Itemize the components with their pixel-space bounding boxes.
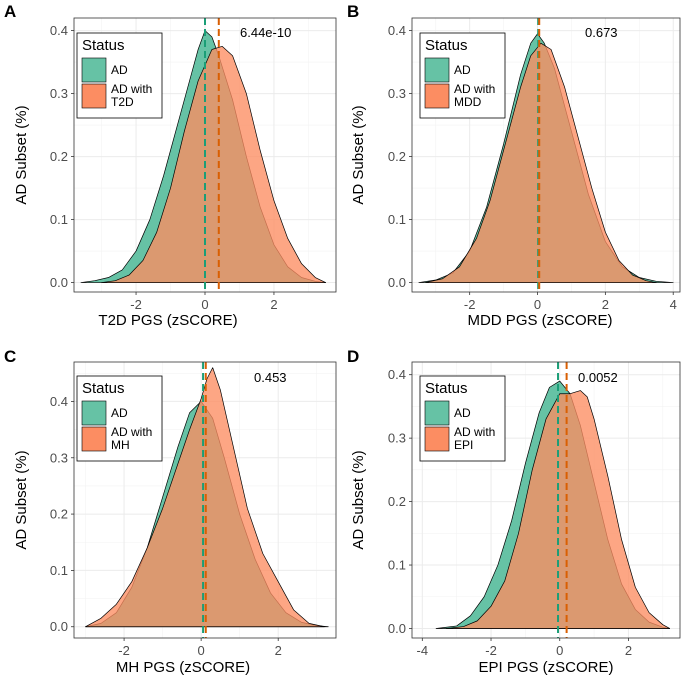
y-axis-title: AD Subset (%) (13, 105, 30, 204)
y-tick-label: 0.1 (50, 212, 68, 227)
y-tick-label: 0.3 (388, 431, 406, 446)
legend-title: Status (82, 380, 125, 397)
y-tick-label: 0.2 (50, 149, 68, 164)
panel-border (411, 361, 681, 639)
panel-border (411, 17, 681, 293)
x-axis-title: EPI PGS (zSCORE) (478, 659, 613, 676)
y-axis-title: AD Subset (%) (350, 450, 367, 549)
legend-key-ad (424, 57, 450, 83)
y-tick-label: 0.3 (50, 86, 68, 101)
y-tick-label: 0.2 (388, 149, 406, 164)
x-axis-title: T2D PGS (zSCORE) (98, 312, 237, 329)
x-tick-label: -2 (485, 643, 497, 658)
panel-c: -2 0 2 0.0 0.1 0.2 0.3 0.4 MH PGS (zSCORE) AD Sub… (4, 347, 337, 676)
legend-label: AD (111, 63, 128, 77)
legend-title: Status (425, 380, 468, 397)
panel-border (73, 361, 337, 639)
x-tick-label: -2 (130, 297, 142, 312)
legend-key-ad-with-comorbidity (81, 426, 107, 452)
x-tick-label: 2 (625, 643, 632, 658)
x-tick-label: -2 (464, 297, 476, 312)
x-tick-label: 0 (556, 643, 563, 658)
density-ad-with-comorbidity-panel-b (425, 42, 657, 283)
y-tick-label: 0.0 (388, 621, 406, 636)
panel-tag: C (4, 347, 16, 366)
x-tick-label: 0 (201, 297, 208, 312)
legend-label: AD with (111, 82, 152, 96)
y-tick-label: 0.1 (388, 558, 406, 573)
y-tick-label: 0.4 (50, 394, 68, 409)
p-value-label: 0.673 (585, 25, 618, 40)
legend-key-ad (81, 57, 107, 83)
y-tick-label: 0.2 (50, 507, 68, 522)
y-axis-title: AD Subset (%) (13, 450, 30, 549)
legend-label: AD (454, 63, 471, 77)
panel-tag: A (4, 2, 16, 21)
legend-label: AD with (454, 82, 495, 96)
x-tick-label: 4 (670, 297, 677, 312)
p-value-label: 0.0052 (578, 370, 618, 385)
y-tick-label: 0.3 (50, 450, 68, 465)
legend-label: MH (111, 438, 130, 452)
y-tick-label: 0.3 (388, 86, 406, 101)
legend-key-ad-with-comorbidity (424, 83, 450, 109)
density-ad-with-comorbidity-panel-a (101, 45, 327, 283)
x-tick-label: 2 (270, 297, 277, 312)
x-tick-label: 0 (534, 297, 541, 312)
x-tick-label: -2 (118, 643, 130, 658)
x-tick-label: 2 (275, 643, 282, 658)
legend-label: T2D (111, 95, 134, 109)
p-value-label: 6.44e-10 (240, 25, 291, 40)
x-tick-label: -4 (417, 643, 429, 658)
p-value-label: 0.453 (254, 370, 287, 385)
y-tick-label: 0.4 (388, 367, 406, 382)
x-tick-label: 2 (602, 297, 609, 312)
y-tick-label: 0.0 (50, 275, 68, 290)
panel-a: -2 0 2 0.0 0.1 0.2 0.3 0.4 T2D PGS (zSCORE) AD Su… (4, 2, 337, 329)
y-tick-label: 0.1 (388, 212, 406, 227)
panel-b: -2 0 2 4 0.0 0.1 0.2 0.3 0.4 MDD PGS (zSCORE) AD S… (347, 2, 681, 329)
legend-label: MDD (454, 95, 482, 109)
y-tick-label: 0.4 (388, 23, 406, 38)
y-tick-label: 0.4 (50, 23, 68, 38)
panel-d: -4 -2 0 2 0.0 0.1 0.2 0.3 0.4 EPI PGS (zSCORE) AD … (347, 347, 681, 676)
x-axis-title: MH PGS (zSCORE) (116, 659, 250, 676)
panel-tag: B (347, 2, 359, 21)
legend-key-ad-with-comorbidity (424, 426, 450, 452)
legend-key-ad (424, 400, 450, 426)
legend-label: AD with (111, 425, 152, 439)
legend-key-ad-with-comorbidity (81, 83, 107, 109)
legend-title: Status (425, 37, 468, 54)
x-tick-label: 0 (198, 643, 205, 658)
y-axis-title: AD Subset (%) (350, 105, 367, 204)
y-tick-label: 0.2 (388, 494, 406, 509)
x-axis-title: MDD PGS (zSCORE) (467, 312, 612, 329)
panel-tag: D (347, 347, 359, 366)
y-tick-label: 0.0 (50, 619, 68, 634)
legend-key-ad (81, 400, 107, 426)
legend-label: AD with (454, 425, 495, 439)
y-tick-label: 0.0 (388, 275, 406, 290)
legend-label: AD (454, 406, 471, 420)
legend-title: Status (82, 37, 125, 54)
y-tick-label: 0.1 (50, 563, 68, 578)
legend-label: EPI (454, 438, 473, 452)
legend-label: AD (111, 406, 128, 420)
